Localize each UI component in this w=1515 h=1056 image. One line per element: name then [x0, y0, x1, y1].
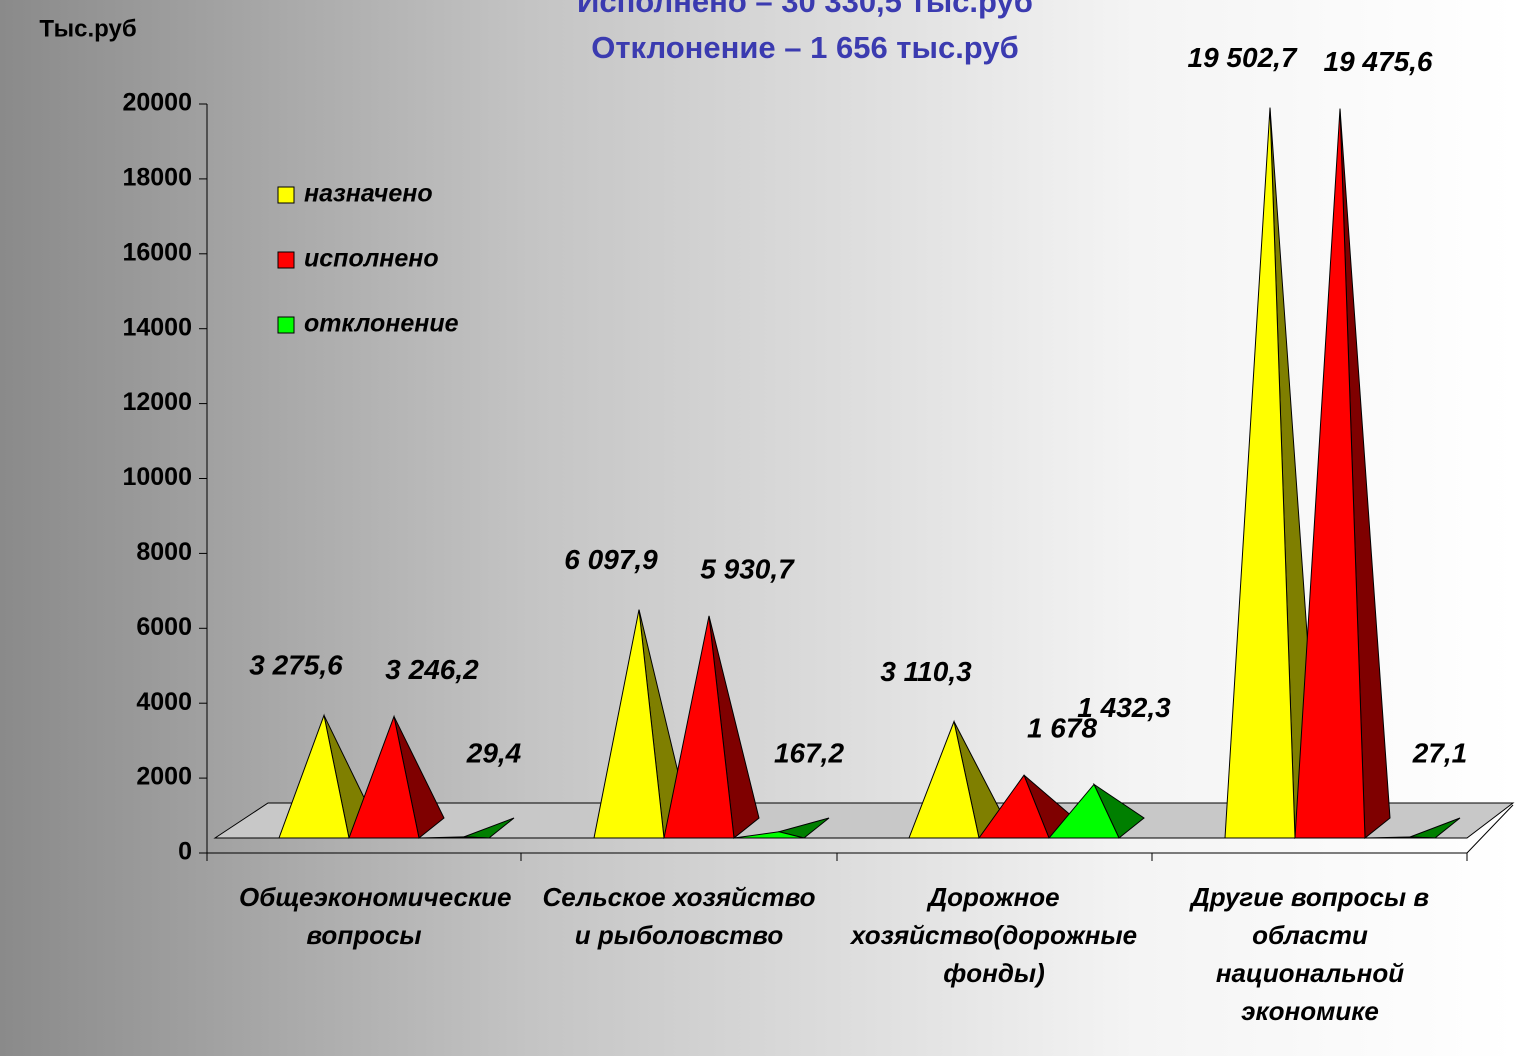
pyramid [418, 817, 515, 839]
legend-swatch [277, 316, 295, 334]
value-label: 3 275,6 [249, 650, 343, 681]
value-label: 167,2 [774, 737, 844, 768]
y-tick-label: 10000 [122, 463, 192, 491]
chart-title: Исполнено – 30 330,5 тыс.руб [577, 0, 1033, 19]
y-axis-label: Тыс.руб [39, 15, 136, 42]
pyramid [908, 719, 1005, 839]
value-label: 6 097,9 [564, 544, 658, 575]
legend-swatch [277, 251, 295, 269]
pyramid [978, 774, 1075, 839]
value-label: 19 475,6 [1324, 46, 1433, 77]
pyramid-front [1294, 108, 1366, 839]
pyramid [663, 615, 760, 839]
y-tick-label: 4000 [136, 688, 192, 716]
y-tick-label: 6000 [136, 613, 192, 641]
y-tick-label: 0 [178, 838, 192, 866]
legend-label: отклонение [304, 310, 459, 338]
pyramid-front [908, 719, 980, 839]
value-label: 3 246,2 [385, 654, 479, 685]
x-tick-label: Другие вопросы в области национальной эк… [1190, 882, 1430, 1026]
y-tick-label: 8000 [136, 538, 192, 566]
y-tick-label: 18000 [122, 164, 192, 192]
legend-label: назначено [304, 180, 433, 208]
value-label: 5 930,7 [700, 553, 795, 584]
value-label: 27,1 [1412, 737, 1468, 768]
pyramid-front [978, 774, 1050, 839]
value-label: 29,4 [466, 737, 522, 768]
pyramid [1364, 817, 1461, 839]
pyramid-front [593, 609, 665, 839]
value-label: 1 432,3 [1077, 692, 1171, 723]
pyramid-front [1224, 107, 1296, 839]
pyramid-front [663, 615, 735, 839]
pyramid-front [733, 831, 805, 839]
y-tick-label: 20000 [122, 89, 192, 117]
pyramid [733, 817, 830, 839]
pyramid-front [278, 713, 350, 839]
pyramid [1294, 108, 1391, 840]
value-label: 19 502,7 [1188, 42, 1298, 73]
pyramid [1047, 782, 1145, 839]
y-tick-label: 2000 [136, 763, 192, 791]
x-tick-label: Общеэкономические вопросы [239, 882, 512, 950]
value-label: 1 678 [1027, 713, 1097, 744]
y-tick-label: 12000 [122, 388, 192, 416]
legend-label: исполнено [304, 245, 439, 273]
pyramid [348, 714, 445, 839]
floor-edge [1466, 804, 1514, 854]
x-tick-label: Сельское хозяйство и рыболовство [542, 882, 816, 950]
pyramid-front [1047, 783, 1120, 839]
pyramid-front [1364, 836, 1436, 839]
y-tick-label: 14000 [122, 313, 192, 341]
chart-subtitle: Отклонение – 1 656 тыс.руб [591, 30, 1018, 65]
y-tick-label: 16000 [122, 238, 192, 266]
value-label: 3 110,3 [880, 656, 972, 687]
pyramid-front [348, 714, 420, 839]
x-tick-label: Дорожное хозяйство(дорожные фонды) [850, 882, 1138, 988]
legend-swatch [277, 186, 295, 204]
pyramid-front [418, 836, 490, 839]
